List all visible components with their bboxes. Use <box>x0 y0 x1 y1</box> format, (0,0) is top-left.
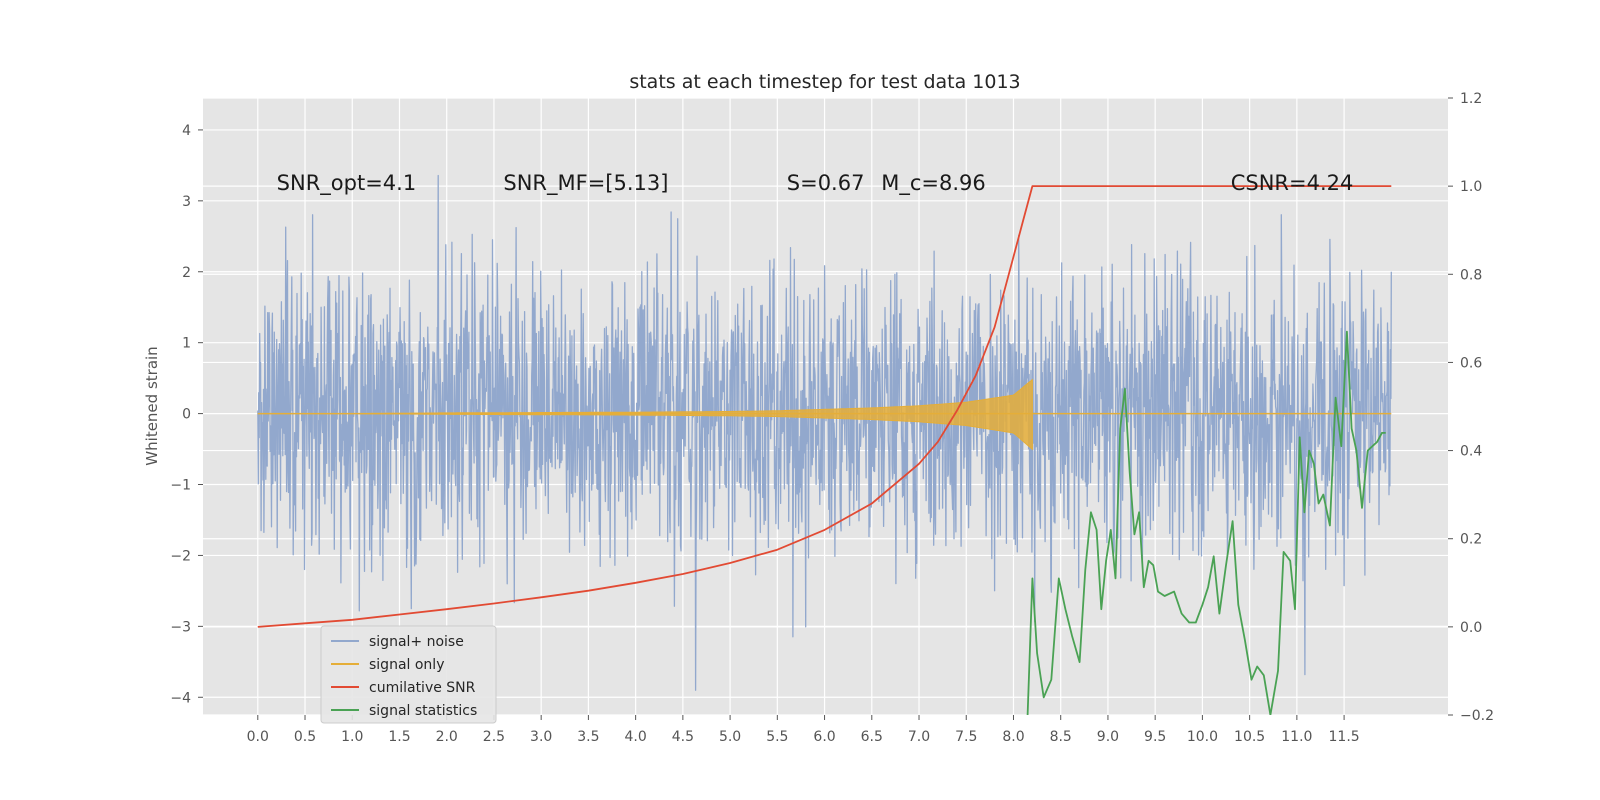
y-tick-label: −3 <box>170 619 191 635</box>
x-tick-label: 6.0 <box>813 729 835 745</box>
y-tick-label: 3 <box>182 194 191 210</box>
y2-tick-label: 0.4 <box>1460 444 1482 460</box>
y-tick-label: 0 <box>182 407 191 423</box>
annotations: SNR_opt=4.1 SNR_MF=[5.13] S=0.67 M_c=8.96 CS… <box>277 171 1354 196</box>
x-tick-label: 3.5 <box>577 729 599 745</box>
y-axis-label: Whitened strain <box>143 346 161 465</box>
x-tick-label: 11.5 <box>1329 729 1360 745</box>
x-tick-label: 0.0 <box>247 729 269 745</box>
x-tick-label: 5.0 <box>719 729 741 745</box>
y-axis-ticks: 4 3 2 1 0 −1 −2 −3 −4 <box>170 123 203 706</box>
x-tick-label: 7.5 <box>955 729 977 745</box>
x-tick-label: 4.0 <box>624 729 646 745</box>
x-tick-label: 3.0 <box>530 729 552 745</box>
legend-label: signal statistics <box>369 703 477 719</box>
x-tick-label: 2.0 <box>436 729 458 745</box>
annotation-snr-opt: SNR_opt=4.1 <box>277 171 417 196</box>
x-tick-label: 8.0 <box>1002 729 1024 745</box>
legend-label: cumilative SNR <box>369 680 476 696</box>
x-tick-label: 1.5 <box>388 729 410 745</box>
y2-tick-label: 0.2 <box>1460 532 1482 548</box>
y2-tick-label: 1.2 <box>1460 91 1482 107</box>
x-tick-label: 2.5 <box>483 729 505 745</box>
x-tick-label: 4.5 <box>672 729 694 745</box>
y2-axis-ticks: 1.2 1.0 0.8 0.6 0.4 0.2 0.0 −0.2 <box>1448 91 1494 724</box>
y-tick-label: −2 <box>170 548 191 564</box>
y2-tick-label: −0.2 <box>1460 708 1494 724</box>
y2-tick-label: 0.0 <box>1460 620 1482 636</box>
y2-tick-label: 0.8 <box>1460 267 1482 283</box>
x-tick-label: 7.0 <box>908 729 930 745</box>
x-tick-label: 9.0 <box>1097 729 1119 745</box>
series-layer <box>257 174 1392 715</box>
x-axis-ticks: 0.0 0.5 1.0 1.5 2.0 2.5 3.0 3.5 4.0 4.5 5.0 5.5 6.0 6… <box>247 715 1360 745</box>
legend: signal+ noise signal only cumilative SNR si… <box>320 625 497 724</box>
series-signal-only <box>257 378 1033 451</box>
y2-tick-label: 1.0 <box>1460 179 1482 195</box>
x-tick-label: 6.5 <box>861 729 883 745</box>
x-tick-label: 5.5 <box>766 729 788 745</box>
legend-label: signal+ noise <box>369 634 464 650</box>
x-tick-label: 1.0 <box>341 729 363 745</box>
series-signal-plus-noise <box>257 174 1392 691</box>
x-tick-label: 0.5 <box>294 729 316 745</box>
annotation-snr-mf: SNR_MF=[5.13] <box>503 171 668 196</box>
chart-title: stats at each timestep for test data 101… <box>629 71 1020 93</box>
series-signal-statistics <box>1026 330 1386 715</box>
x-tick-label: 10.5 <box>1234 729 1265 745</box>
y-tick-label: 4 <box>182 123 191 139</box>
x-tick-label: 9.5 <box>1144 729 1166 745</box>
y-tick-label: −4 <box>170 690 191 706</box>
y-tick-label: −1 <box>170 478 191 494</box>
annotation-s-val: S=0.67 <box>787 171 865 195</box>
annotation-mc-val: M_c=8.96 <box>881 171 986 196</box>
series-cumulative-snr <box>257 185 1392 628</box>
y-tick-label: 2 <box>182 265 191 281</box>
y2-tick-label: 0.6 <box>1460 355 1482 371</box>
legend-label: signal only <box>369 657 444 673</box>
x-tick-label: 11.0 <box>1281 729 1312 745</box>
x-tick-label: 10.0 <box>1187 729 1218 745</box>
x-tick-label: 8.5 <box>1050 729 1072 745</box>
y-tick-label: 1 <box>182 336 191 352</box>
annotation-csnr: CSNR=4.24 <box>1231 171 1354 195</box>
legend-box <box>320 625 497 724</box>
